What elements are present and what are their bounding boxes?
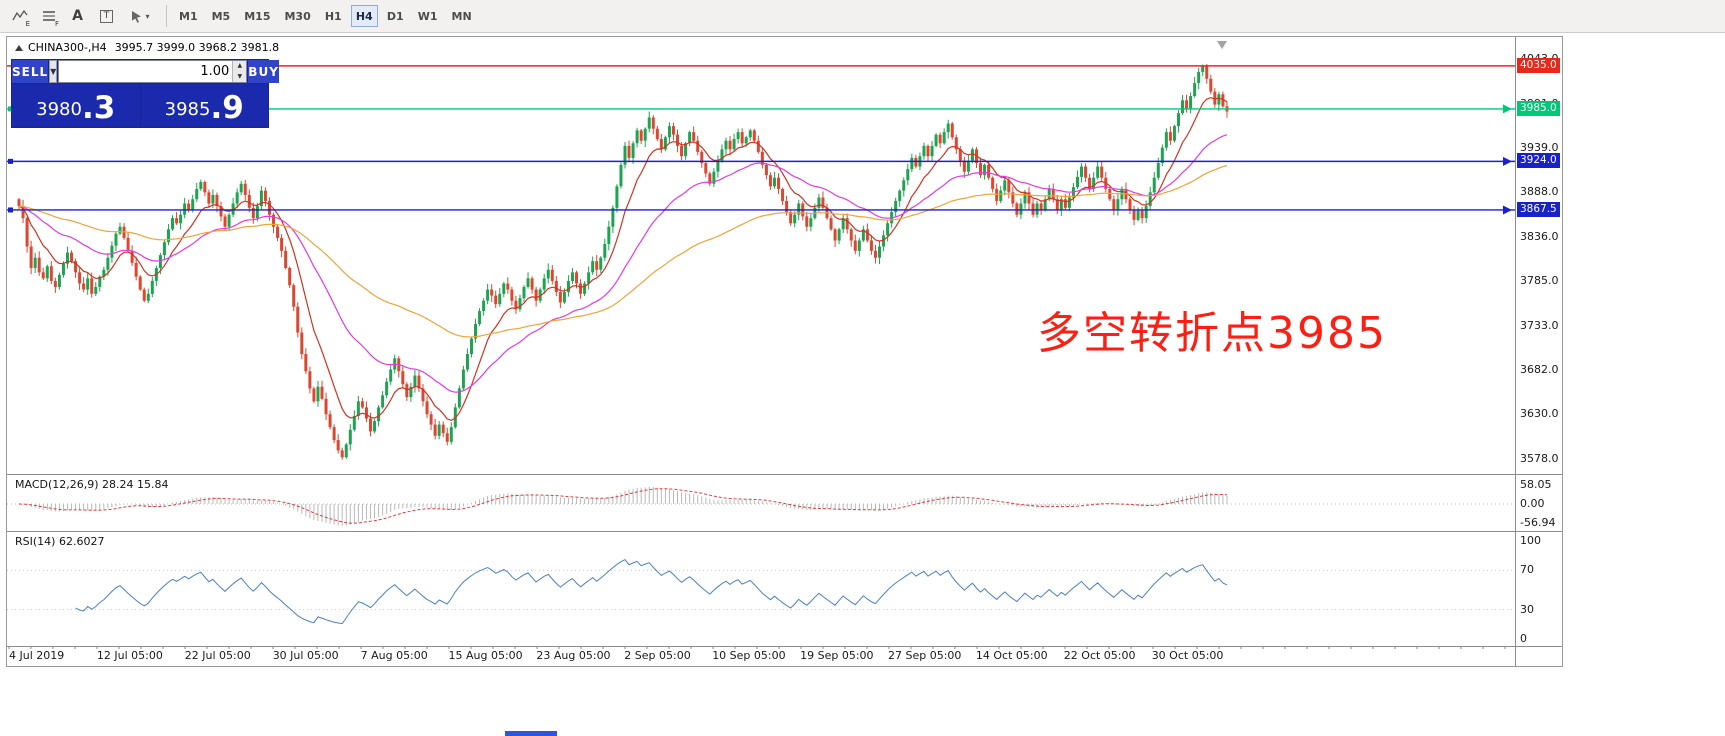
- volume-spinner: ▲ ▼: [232, 61, 247, 82]
- line-end-arrow-icon: [1503, 104, 1512, 114]
- timeframe-button-mn[interactable]: MN: [451, 9, 472, 23]
- time-axis-label: 19 Sep 05:00: [800, 649, 874, 662]
- time-axis-label: 30 Jul 05:00: [272, 649, 339, 662]
- timeframe-button-m1[interactable]: M1: [179, 9, 198, 23]
- time-axis-label: 10 Sep 05:00: [712, 649, 786, 662]
- sell-price-tile[interactable]: 3980 .3: [12, 84, 140, 127]
- rsi-scale-tick: 70: [1520, 563, 1534, 577]
- cursor-tool-button[interactable]: ▾: [122, 4, 158, 29]
- symbol-label: CHINA300-,H4: [28, 41, 107, 54]
- text-t-icon: T: [100, 9, 113, 23]
- time-axis-label: 14 Oct 05:00: [975, 649, 1048, 662]
- chart-mode-icon[interactable]: E: [6, 4, 33, 29]
- rsi-scale-tick: 0: [1520, 632, 1527, 645]
- buy-price-tile[interactable]: 3985 .9: [140, 84, 268, 127]
- overlay-ma-mid: [18, 134, 1228, 393]
- buy-price-main: 3985: [164, 99, 211, 120]
- time-axis-label: 4 Jul 2019: [9, 649, 65, 662]
- macd-label: MACD(12,26,9) 28.24 15.84: [15, 478, 169, 491]
- time-axis-label: 22 Oct 05:00: [1063, 649, 1136, 662]
- chart-annotation-text[interactable]: 多空转折点3985: [1037, 308, 1387, 359]
- macd-scale-tick: -56.94: [1520, 515, 1556, 529]
- rsi-layer: [7, 558, 1515, 625]
- price-tick: 3578.0: [1520, 452, 1559, 465]
- macd-values: 28.24 15.84: [102, 478, 169, 491]
- price-tick: 3630.0: [1520, 407, 1559, 421]
- time-axis-label: 12 Jul 05:00: [96, 649, 163, 662]
- price-tick: 3939.0: [1520, 141, 1559, 155]
- toolbar-separator: [166, 5, 167, 27]
- timeframe-button-d1[interactable]: D1: [386, 9, 404, 23]
- volume-dropdown-button[interactable]: ▼: [49, 60, 58, 83]
- chevron-down-icon: ▼: [50, 67, 57, 76]
- price-tick: 3888.0: [1520, 185, 1559, 199]
- price-tick: 3836.0: [1520, 230, 1559, 244]
- chart-window: CHINA300-,H4 3995.7 3999.0 3968.2 3981.8…: [6, 36, 1563, 667]
- time-axis-label: 30 Oct 05:00: [1151, 649, 1224, 662]
- scroll-marker-icon: [1217, 41, 1227, 49]
- zigzag-chart-icon: [11, 9, 28, 21]
- time-axis-label: 27 Sep 05:00: [888, 649, 962, 662]
- buy-price-pips: .9: [210, 90, 244, 126]
- price-tick: 3682.0: [1520, 362, 1559, 376]
- time-axis-label: 2 Sep 05:00: [624, 649, 691, 662]
- chart-title: CHINA300-,H4 3995.7 3999.0 3968.2 3981.8: [15, 41, 279, 54]
- timeframe-button-w1[interactable]: W1: [417, 9, 438, 23]
- letter-a-icon: A: [72, 8, 83, 24]
- sell-price-main: 3980: [36, 99, 82, 120]
- chart-canvas: [7, 37, 1562, 666]
- timeframe-group: M1 M5 M15 M30 H1 H4 D1 W1 MN: [174, 5, 481, 27]
- font-tool-button[interactable]: A: [64, 4, 91, 29]
- volume-increment-button[interactable]: ▲: [233, 61, 247, 72]
- macd-scale-tick: 58.05: [1520, 478, 1552, 491]
- ohlc-values: 3995.7 3999.0 3968.2 3981.8: [114, 41, 280, 54]
- top-toolbar: E F A T ▾ M1 M5 M15 M30 H1 H4 D1 W1 MN: [0, 0, 1725, 33]
- rsi-scale-tick: 30: [1520, 602, 1534, 616]
- chevron-down-icon: ▾: [145, 11, 150, 21]
- hline-price-label: 3924.0: [1517, 153, 1560, 169]
- candlestick-layer: [17, 63, 1229, 460]
- price-tick: 3785.0: [1520, 273, 1559, 287]
- cursor-icon: [132, 10, 142, 23]
- collapse-arrow-icon: [15, 44, 23, 51]
- time-axis-label: 22 Jul 05:00: [184, 649, 251, 662]
- panel-separator-rsi[interactable]: [7, 529, 1515, 534]
- time-axis-label: 7 Aug 05:00: [360, 649, 428, 662]
- sell-button[interactable]: SELL: [12, 60, 49, 83]
- volume-field: ▲ ▼: [58, 60, 248, 83]
- macd-scale-tick: 0.00: [1520, 497, 1545, 510]
- text-tool-button[interactable]: T: [93, 4, 120, 29]
- buy-button[interactable]: BUY: [248, 60, 279, 83]
- timeframe-button-h1[interactable]: H1: [324, 9, 342, 23]
- hline-price-label: 3867.5: [1517, 201, 1560, 217]
- indicator-list-icon[interactable]: F: [35, 4, 62, 29]
- line-end-arrow-icon: [1503, 156, 1512, 166]
- timeframe-button-m30[interactable]: M30: [284, 9, 311, 23]
- overlay-ma-slow: [18, 164, 1228, 338]
- rsi-scale-tick: 100: [1520, 534, 1541, 547]
- sell-price-pips: .3: [81, 90, 116, 126]
- timeframe-button-h4[interactable]: H4: [350, 5, 378, 27]
- hline-price-label: 3985.0: [1517, 100, 1560, 116]
- time-axis-label: 15 Aug 05:00: [448, 649, 523, 662]
- volume-input[interactable]: [59, 61, 233, 82]
- price-tick: 3733.0: [1520, 318, 1559, 332]
- icon-sub-e: E: [25, 19, 30, 28]
- panel-separator-macd[interactable]: [7, 472, 1515, 477]
- rsi-value: 62.6027: [58, 535, 105, 548]
- taskbar-peek-strip: [505, 731, 557, 736]
- timeframe-button-m5[interactable]: M5: [211, 9, 231, 23]
- rsi-label: RSI(14) 62.6027: [15, 535, 105, 548]
- icon-sub-f: F: [54, 19, 59, 28]
- macd-layer: [7, 486, 1515, 526]
- volume-decrement-button[interactable]: ▼: [233, 71, 247, 82]
- time-axis-label: 23 Aug 05:00: [536, 649, 611, 662]
- line-end-arrow-icon: [1503, 205, 1512, 215]
- one-click-trading-panel: SELL ▼ ▲ ▼ BUY 3980 .3 3985 .9: [11, 59, 279, 128]
- stacked-lines-icon: [42, 11, 55, 21]
- timeframe-button-m15[interactable]: M15: [244, 9, 271, 23]
- hline-price-label: 4035.0: [1517, 57, 1560, 73]
- overlay-ma-fast: [18, 97, 1228, 422]
